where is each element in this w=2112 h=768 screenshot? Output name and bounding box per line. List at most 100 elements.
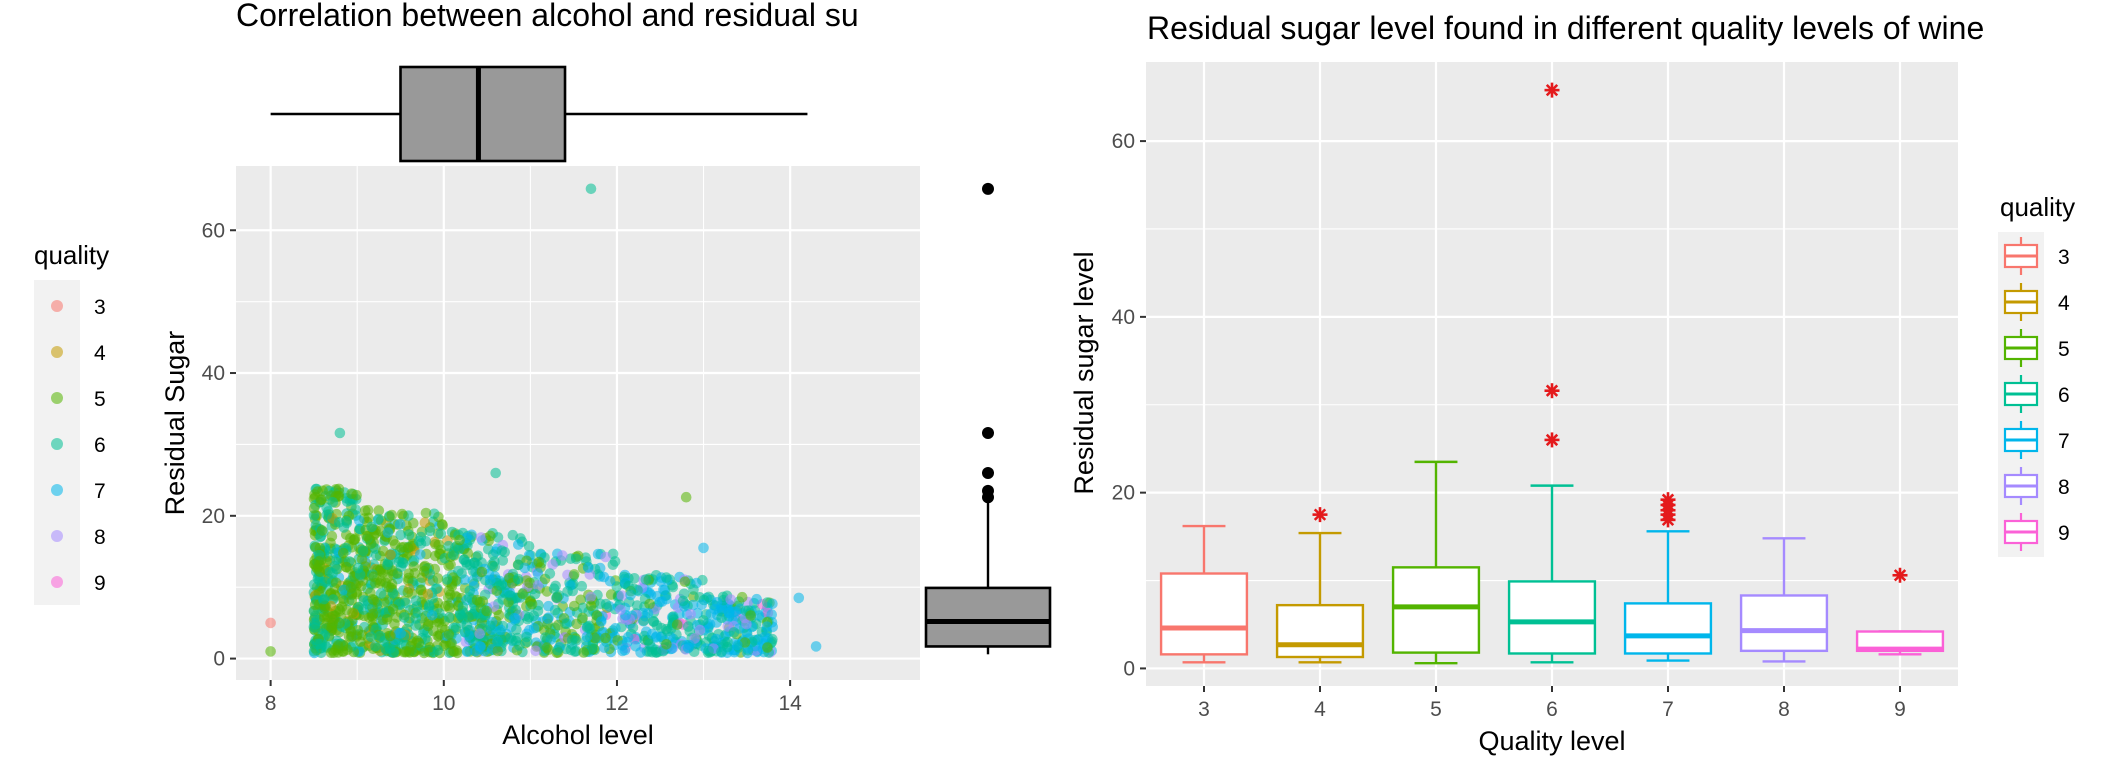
scatter-point — [678, 588, 690, 600]
scatter-point — [400, 645, 412, 657]
scatter-point — [334, 427, 346, 439]
scatter-legend-label: 4 — [94, 342, 106, 365]
scatter-point — [326, 530, 338, 542]
scatter-point — [543, 600, 554, 612]
scatter-point — [373, 505, 385, 516]
scatter-point — [391, 612, 403, 623]
scatter-point — [524, 577, 535, 589]
scatter-point — [327, 568, 338, 579]
boxplot-x-tick-label: 9 — [1894, 698, 1906, 721]
scatter-point — [410, 620, 422, 631]
scatter-point — [485, 620, 496, 632]
scatter-point — [576, 580, 588, 592]
scatter-point — [485, 574, 496, 586]
scatter-point — [395, 561, 407, 573]
scatter-point — [728, 627, 740, 638]
scatter-point — [422, 620, 434, 632]
scatter-point — [481, 605, 493, 617]
scatter-point — [751, 593, 762, 605]
box-body — [1623, 602, 1713, 655]
scatter-point — [599, 642, 610, 653]
scatter-point — [342, 644, 353, 655]
scatter-point — [623, 580, 634, 592]
scatter-point — [381, 614, 393, 625]
scatter-point — [265, 646, 276, 657]
scatter-point — [711, 597, 723, 608]
scatter-point — [671, 619, 683, 630]
scatter-point — [495, 624, 507, 636]
scatter-point — [345, 631, 357, 643]
scatter-point — [380, 643, 392, 655]
scatter-point — [410, 595, 422, 606]
scatter-point — [513, 539, 524, 550]
scatter-point — [314, 638, 326, 650]
scatter-point — [741, 618, 752, 630]
scatter-point — [632, 600, 643, 611]
quality-box-9 — [1855, 567, 1945, 656]
scatter-y-tick-label: 0 — [213, 648, 225, 671]
scatter-point — [318, 593, 330, 605]
scatter-legend-key — [51, 300, 63, 312]
scatter-point — [373, 513, 384, 525]
scatter-point — [382, 527, 394, 538]
scatter-point — [541, 642, 553, 653]
scatter-point — [413, 637, 425, 649]
box-outlier-star — [1892, 567, 1908, 583]
scatter-y-tick-label: 20 — [202, 505, 225, 528]
scatter-point — [722, 636, 733, 648]
scatter-legend-label: 6 — [94, 434, 106, 457]
scatter-x-axis-title: Alcohol level — [502, 720, 654, 750]
scatter-point — [461, 646, 473, 657]
scatter-point — [552, 619, 564, 631]
scatter-point — [661, 572, 672, 583]
scatter-point — [472, 550, 484, 562]
scatter-y-tick-label: 60 — [202, 219, 225, 242]
scatter-point — [658, 584, 669, 596]
scatter-point — [460, 556, 472, 568]
scatter-point — [514, 640, 525, 651]
scatter-point — [428, 508, 440, 520]
scatter-point — [661, 639, 672, 650]
scatter-point — [448, 646, 460, 657]
scatter-point — [640, 574, 652, 585]
scatter-point — [382, 559, 393, 571]
scatter-point — [408, 517, 419, 529]
scatter-point — [505, 632, 516, 643]
boxplot-legend-label: 8 — [2058, 476, 2070, 499]
scatter-point — [679, 576, 691, 587]
scatter-point — [359, 505, 371, 516]
boxplot-legend-key — [2003, 237, 2039, 275]
scatter-point — [330, 577, 342, 589]
scatter-point — [422, 589, 434, 600]
scatter-point — [736, 591, 748, 603]
alcohol-box-body — [399, 65, 567, 163]
scatter-point — [346, 488, 357, 500]
scatter-point — [683, 642, 694, 654]
scatter-point — [394, 519, 406, 530]
boxplot-x-tick-label: 7 — [1662, 698, 1674, 721]
scatter-y-axis-title: Residual Sugar — [160, 331, 190, 516]
scatter-point — [512, 573, 524, 585]
scatter-point — [327, 497, 339, 508]
box-outlier-star — [1544, 432, 1560, 448]
boxplot-y-tick-label: 0 — [1123, 657, 1135, 680]
scatter-point — [365, 631, 377, 643]
scatter-point — [330, 644, 342, 656]
scatter-point — [367, 594, 379, 605]
scatter-point — [585, 600, 597, 612]
scatter-legend-label: 3 — [94, 296, 106, 319]
scatter-point — [454, 534, 465, 546]
scatter-point — [568, 569, 580, 580]
scatter-point — [308, 502, 320, 514]
boxplot-legend-key — [2003, 513, 2039, 551]
scatter-point — [762, 642, 773, 653]
scatter-point — [341, 561, 352, 573]
scatter-point — [523, 541, 535, 552]
scatter-point — [651, 620, 663, 631]
scatter-point — [309, 622, 321, 633]
scatter-point — [544, 568, 556, 579]
boxplot-y-tick-label: 60 — [1112, 130, 1135, 153]
scatter-point — [577, 612, 588, 624]
boxplot-legend-label: 5 — [2058, 338, 2070, 361]
scatter-point — [532, 580, 544, 591]
